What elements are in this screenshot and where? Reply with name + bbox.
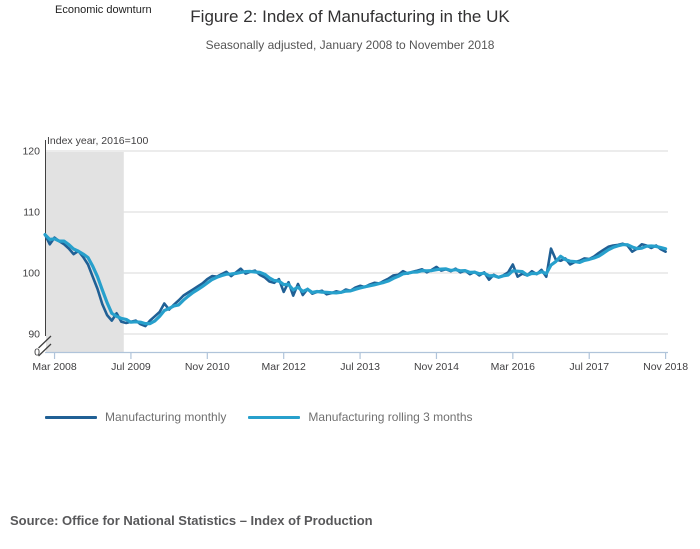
svg-text:110: 110	[23, 207, 40, 219]
svg-text:Mar 2016: Mar 2016	[491, 361, 536, 373]
rolling-line-swatch-icon	[248, 415, 301, 419]
svg-text:Jul 2017: Jul 2017	[569, 361, 609, 373]
legend-label-monthly: Manufacturing monthly	[105, 410, 227, 424]
source-text: Source: Office for National Statistics –…	[10, 513, 373, 528]
economic-downturn-annotation: Economic downturn	[55, 4, 152, 16]
legend-label-rolling: Manufacturing rolling 3 months	[308, 410, 473, 424]
svg-text:0: 0	[34, 347, 40, 359]
svg-text:Nov 2018: Nov 2018	[643, 361, 688, 373]
svg-text:Jul 2009: Jul 2009	[111, 361, 151, 373]
svg-text:90: 90	[28, 329, 40, 341]
chart-legend: Manufacturing monthly Manufacturing roll…	[45, 410, 473, 424]
y-axis-title: Index year, 2016=100	[47, 135, 149, 147]
legend-item-rolling: Manufacturing rolling 3 months	[248, 410, 473, 424]
chart-subtitle: Seasonally adjusted, January 2008 to Nov…	[205, 38, 495, 52]
chart-title: Figure 2: Index of Manufacturing in the …	[190, 7, 510, 26]
svg-text:Nov 2014: Nov 2014	[414, 361, 459, 373]
svg-text:Jul 2013: Jul 2013	[340, 361, 380, 373]
svg-text:100: 100	[22, 268, 40, 280]
line-chart: Mar 2008 Jul 2009 Nov 2010 Mar 2012 Jul 2013…	[0, 130, 700, 390]
svg-text:Mar 2008: Mar 2008	[32, 361, 77, 373]
svg-text:Mar 2012: Mar 2012	[262, 361, 307, 373]
chart-canvas: Mar 2008 Jul 2009 Nov 2010 Mar 2012 Jul 2013…	[22, 140, 688, 373]
svg-text:120: 120	[22, 146, 40, 158]
legend-item-monthly: Manufacturing monthly	[45, 410, 226, 424]
monthly-line-swatch-icon	[45, 415, 97, 419]
svg-text:Nov 2010: Nov 2010	[185, 361, 230, 373]
